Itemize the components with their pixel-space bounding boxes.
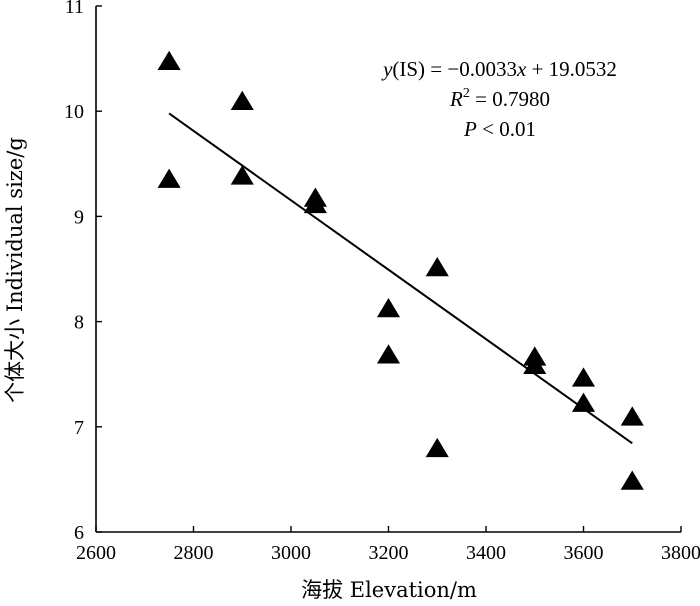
data-point-triangle [571, 392, 596, 412]
data-point-triangle [620, 406, 644, 426]
x-tick-label: 2800 [174, 542, 214, 564]
y-tick-label: 11 [65, 0, 84, 18]
y-tick-label: 8 [74, 312, 84, 334]
x-tick-label: 3400 [466, 542, 506, 564]
y-tick-label: 10 [64, 101, 84, 123]
x-tick-label: 3000 [271, 542, 311, 564]
data-point-triangle [376, 344, 401, 364]
x-tick-label: 3800 [661, 542, 700, 564]
equation-text: y(IS) = −0.0033x + 19.0532 [381, 57, 617, 81]
y-tick-label: 7 [74, 417, 84, 439]
trendline [168, 112, 633, 445]
p-value-text: P < 0.01 [463, 117, 536, 141]
trendline-layer [168, 112, 633, 445]
regression-annotation: y(IS) = −0.0033x + 19.0532 R2 = 0.7980 P… [381, 57, 617, 141]
y-tick-label: 9 [74, 206, 84, 228]
y-axis-ticks: 6 7 8 9 10 11 [64, 0, 102, 544]
y-axis-title: 个体大小 Individual size/g [3, 137, 27, 403]
data-point-triangle [425, 256, 449, 277]
data-point-triangle [620, 470, 644, 490]
r-squared-text: R2 = 0.7980 [449, 86, 550, 111]
data-point-triangle [157, 50, 181, 71]
x-tick-label: 3600 [564, 542, 604, 564]
data-points [157, 50, 644, 490]
data-point-triangle [230, 90, 254, 110]
data-point-triangle [571, 367, 596, 387]
x-axis-ticks: 2600 2800 3000 3200 3400 3600 3800 [76, 526, 700, 564]
data-point-triangle [523, 354, 547, 375]
data-point-triangle [230, 165, 254, 185]
data-point-triangle [157, 168, 181, 188]
x-axis-title: 海拔 Elevation/m [301, 578, 477, 602]
data-point-triangle [376, 297, 401, 318]
x-tick-label: 2600 [76, 542, 116, 564]
data-point-triangle [303, 193, 327, 214]
data-point-triangle [425, 437, 449, 458]
y-tick-label: 6 [74, 522, 84, 544]
x-tick-label: 3200 [369, 542, 409, 564]
